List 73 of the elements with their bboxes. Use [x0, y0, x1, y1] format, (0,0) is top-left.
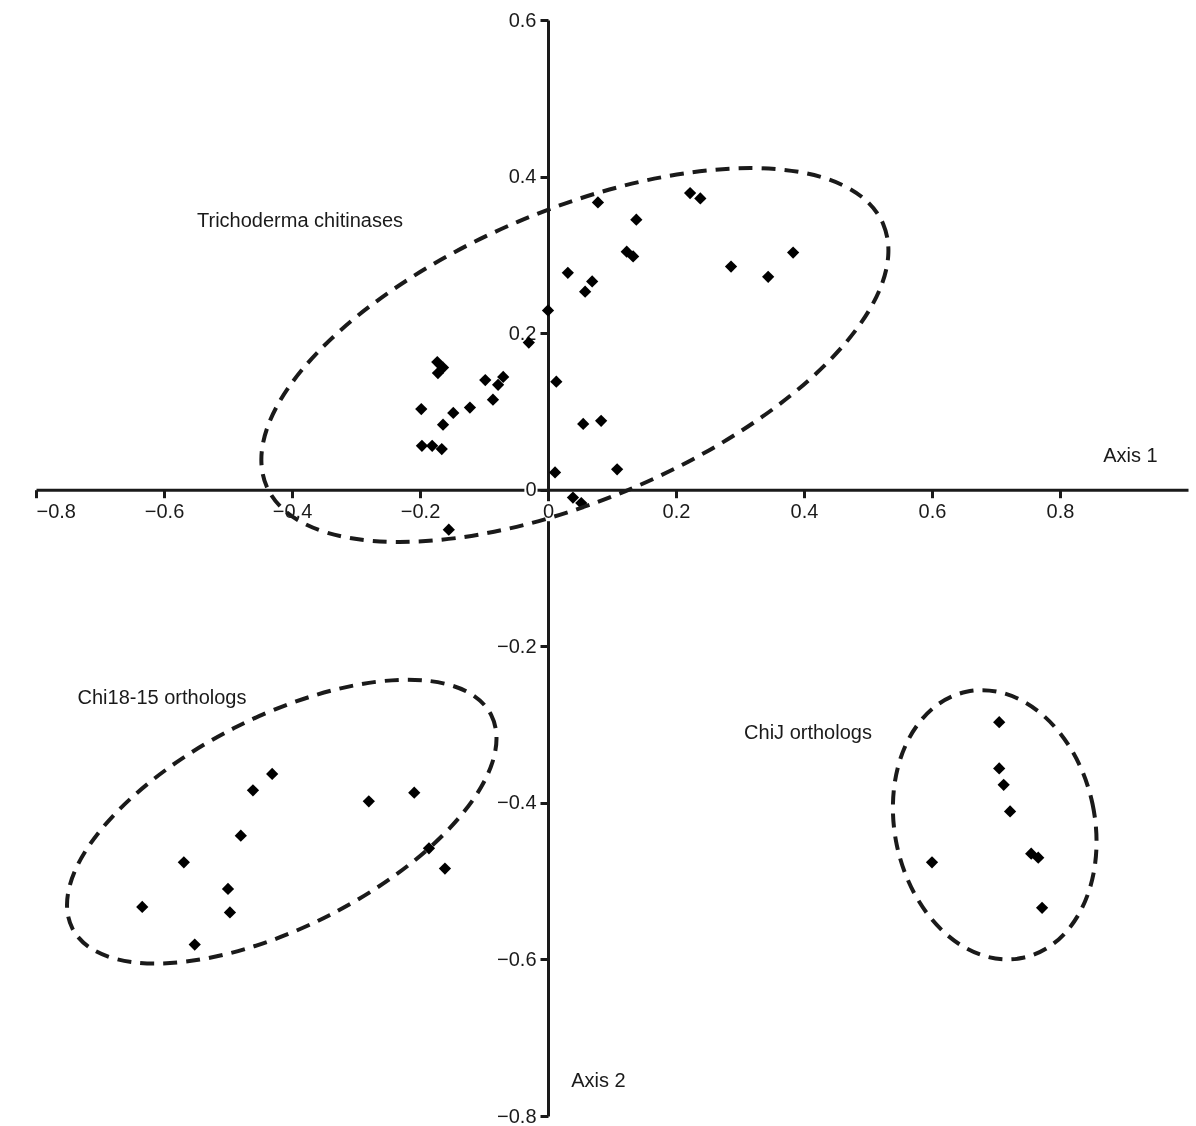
point	[586, 275, 599, 288]
y-axis-title: Axis 2	[571, 1068, 626, 1091]
point	[435, 442, 448, 456]
point	[550, 375, 563, 388]
point	[486, 393, 500, 406]
annotation: ChiJ orthologs	[744, 721, 872, 743]
point	[993, 762, 1006, 775]
point	[611, 463, 624, 476]
point	[491, 378, 505, 391]
point	[620, 245, 633, 258]
point	[787, 246, 800, 259]
x-tick-label: 0.2	[662, 500, 691, 523]
point	[627, 250, 640, 263]
annotation: Trichoderma chitinases	[196, 209, 404, 231]
point	[577, 417, 590, 431]
point	[595, 414, 608, 427]
point	[694, 192, 707, 205]
point	[266, 767, 279, 781]
point	[436, 418, 450, 431]
y-tick-label: −0.8	[497, 1104, 537, 1126]
point	[630, 213, 643, 226]
point	[561, 266, 574, 279]
y-tick-label: −0.4	[497, 791, 537, 814]
point	[591, 196, 605, 209]
point	[541, 304, 555, 317]
x-tick-label: −0.8	[36, 500, 76, 523]
x-tick-label: 0.6	[918, 500, 947, 523]
x-axis-title: Axis 1	[1103, 444, 1158, 467]
point	[724, 260, 738, 273]
x-tick-label: 0.4	[790, 500, 819, 523]
y-tick-label: −0.6	[497, 947, 537, 970]
point	[431, 366, 445, 380]
point	[993, 716, 1006, 729]
annotation: Chi18-15 orthologs	[77, 686, 247, 708]
point	[136, 900, 149, 914]
point	[438, 862, 452, 875]
x-tick-label: −0.6	[144, 500, 185, 523]
point	[422, 842, 436, 855]
point	[415, 402, 428, 416]
point	[1032, 851, 1045, 864]
point	[188, 938, 201, 951]
x-tick-label: 0.8	[1046, 500, 1075, 523]
point	[426, 439, 439, 452]
point	[1025, 847, 1038, 860]
y-tick-label: 0.2	[508, 321, 537, 344]
point	[177, 856, 190, 869]
point	[1003, 805, 1017, 818]
point	[479, 373, 492, 387]
point	[447, 406, 460, 420]
point	[246, 784, 260, 797]
point	[415, 439, 429, 452]
point	[762, 270, 775, 283]
point	[997, 778, 1010, 791]
y-tick-label: 0.4	[508, 165, 537, 188]
point	[925, 856, 939, 869]
y-tick-label: 0.6	[508, 8, 537, 31]
point	[683, 186, 697, 200]
point	[463, 401, 477, 414]
point	[221, 882, 235, 896]
y-tick-label: 0	[525, 478, 537, 501]
point	[566, 491, 580, 504]
y-tick-label: −0.2	[497, 634, 537, 657]
point	[408, 786, 421, 799]
point	[223, 906, 237, 919]
point	[497, 370, 510, 384]
x-tick-label: −0.2	[400, 500, 441, 523]
x-tick-label: 0	[542, 500, 555, 523]
point	[362, 795, 375, 808]
point	[442, 523, 455, 536]
point	[234, 829, 247, 842]
point	[579, 285, 592, 298]
point	[1035, 901, 1049, 914]
point	[548, 466, 562, 479]
